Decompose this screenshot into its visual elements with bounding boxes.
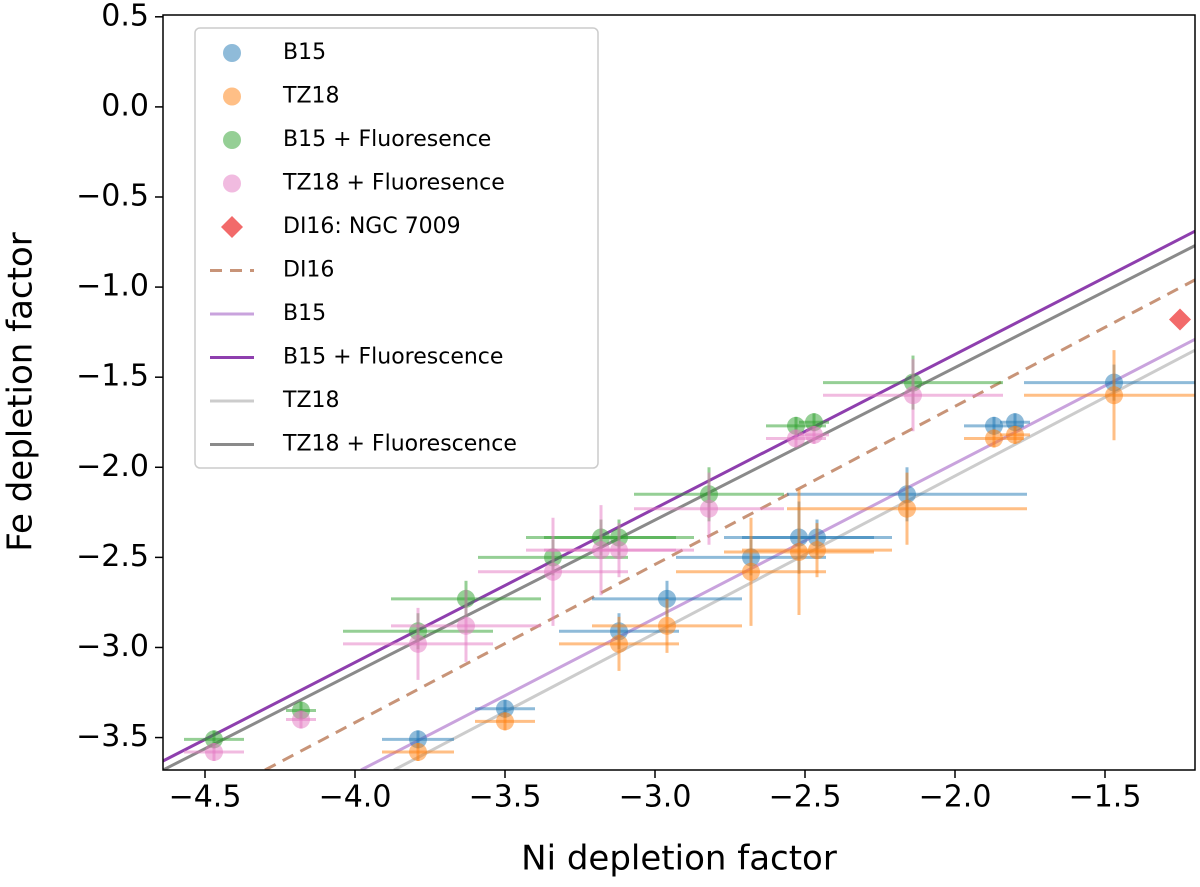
point bbox=[409, 634, 427, 653]
x-tick-label: −1.5 bbox=[1069, 780, 1142, 815]
point bbox=[1006, 425, 1024, 444]
legend-label: TZ18 bbox=[282, 84, 340, 109]
point bbox=[496, 699, 514, 718]
point bbox=[457, 616, 475, 635]
point bbox=[205, 730, 223, 749]
x-tick-label: −4.0 bbox=[319, 780, 392, 815]
point bbox=[805, 425, 823, 444]
point bbox=[1006, 413, 1024, 432]
y-tick-label: −1.5 bbox=[76, 359, 149, 394]
legend-label: B15 + Fluoresence bbox=[283, 127, 491, 152]
point bbox=[409, 742, 427, 761]
point bbox=[985, 416, 1003, 435]
legend-label: TZ18 bbox=[282, 388, 340, 413]
legend-label: TZ18 + Fluoresence bbox=[282, 171, 505, 196]
legend-box bbox=[194, 27, 599, 469]
y-tick-label: −1.0 bbox=[76, 269, 149, 304]
legend-label: B15 bbox=[283, 40, 326, 65]
y-tick-label: −0.5 bbox=[76, 178, 149, 213]
y-tick-label: −2.0 bbox=[76, 449, 149, 484]
legend-marker bbox=[223, 87, 241, 106]
point bbox=[610, 541, 628, 560]
point bbox=[658, 616, 676, 635]
x-tick-label: −2.5 bbox=[769, 780, 842, 815]
x-tick-label: −3.5 bbox=[469, 780, 542, 815]
y-tick-label: −3.5 bbox=[76, 719, 149, 754]
point bbox=[205, 742, 223, 761]
legend-marker bbox=[223, 131, 241, 149]
point bbox=[700, 499, 718, 518]
legend-marker bbox=[223, 174, 241, 193]
y-tick-label: 0.5 bbox=[101, 0, 149, 33]
legend-label: B15 + Fluorescence bbox=[283, 345, 503, 370]
x-axis-label: Ni depletion factor bbox=[521, 839, 837, 879]
point bbox=[790, 542, 808, 561]
plot-area bbox=[163, 229, 1195, 770]
y-tick-label: −3.0 bbox=[76, 629, 149, 664]
legend-marker bbox=[221, 216, 243, 238]
point bbox=[544, 562, 562, 581]
legend-label: DI16 bbox=[283, 258, 334, 283]
x-tick-label: −3.0 bbox=[619, 780, 692, 815]
point bbox=[805, 413, 823, 432]
diamond-marker bbox=[1169, 308, 1191, 331]
legend-label: TZ18 + Fluorescence bbox=[282, 432, 517, 457]
fit-line bbox=[360, 338, 1195, 770]
y-tick-label: 0.0 bbox=[101, 88, 149, 123]
legend-marker bbox=[223, 44, 241, 62]
point bbox=[787, 429, 805, 448]
x-tick-label: −4.5 bbox=[169, 780, 242, 815]
y-axis-label: Fe depletion factor bbox=[1, 232, 41, 551]
fit-line bbox=[393, 348, 1195, 770]
point bbox=[409, 730, 427, 749]
point bbox=[898, 499, 916, 518]
point bbox=[985, 429, 1003, 448]
point bbox=[742, 562, 760, 581]
point bbox=[292, 710, 310, 729]
fit-line bbox=[264, 278, 1195, 770]
x-tick-label: −2.0 bbox=[919, 780, 992, 815]
legend-label: B15 bbox=[283, 301, 326, 326]
point bbox=[808, 541, 826, 560]
y-tick-label: −2.5 bbox=[76, 539, 149, 574]
point bbox=[610, 634, 628, 653]
fit-line bbox=[163, 229, 1195, 763]
point bbox=[496, 712, 514, 731]
point bbox=[1105, 386, 1123, 405]
plot-frame bbox=[162, 14, 1196, 771]
legend-label: DI16: NGC 7009 bbox=[283, 214, 461, 239]
point bbox=[904, 386, 922, 405]
